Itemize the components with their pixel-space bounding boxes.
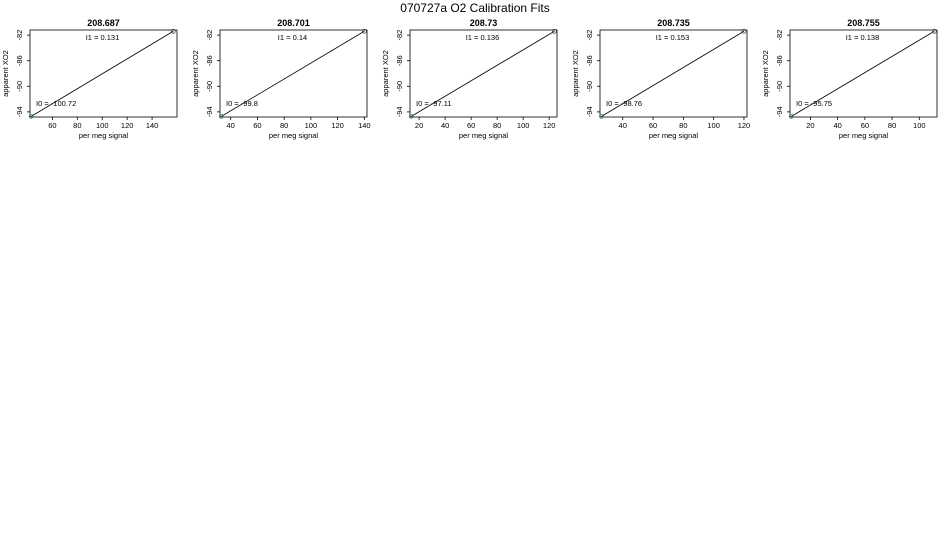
x-axis-label: per meg signal [269,131,319,140]
plot-frame [409,29,558,118]
data-point [408,113,414,119]
x-tick-label: 40 [833,121,841,130]
y-tick-label: -82 [15,30,24,41]
x-tick-label: 60 [649,121,657,130]
y-tick-label: -86 [395,55,404,66]
chart-panel-1: 208.687 60 80 100 120 140 -82 -86 -90 -94 per meg … [1,18,178,140]
x-tick-label: 40 [441,121,449,130]
x-axis-label: per meg signal [79,131,129,140]
plot-frame [29,29,178,118]
x-tick-label: 20 [806,121,814,130]
data-point [361,28,367,34]
slope-annotation: I1 = 0.131 [86,33,120,42]
data-point [170,28,176,34]
data-point [931,28,937,34]
slope-annotation: I1 = 0.138 [846,33,880,42]
data-point [28,113,34,119]
x-tick-label: 40 [227,121,235,130]
page-title: 070727a O2 Calibration Fits [400,1,550,15]
y-axis-label: apparent XO2 [1,50,10,97]
y-tick-label: -94 [205,106,214,117]
x-tick-label: 100 [96,121,109,130]
y-tick-label: -86 [585,55,594,66]
chart-title: 208.73 [470,18,498,28]
y-axis-label: apparent XO2 [381,50,390,97]
intercept-annotation: I0 = -95.75 [796,99,832,108]
x-tick-label: 120 [331,121,344,130]
y-tick-label: -86 [775,55,784,66]
y-tick-label: -82 [205,30,214,41]
x-tick-label: 100 [517,121,530,130]
data-point [599,113,604,119]
x-tick-label: 100 [707,121,720,130]
data-point [741,28,747,34]
y-tick-label: -82 [585,30,594,41]
x-tick-label: 60 [467,121,475,130]
chart-title: 208.687 [87,18,120,28]
x-tick-label: 80 [888,121,896,130]
y-tick-label: -82 [775,30,784,41]
y-tick-label: -82 [395,30,404,41]
x-tick-label: 80 [493,121,501,130]
x-tick-label: 100 [913,121,926,130]
fit-line [411,30,555,117]
x-tick-label: 120 [738,121,751,130]
y-axis-label: apparent XO2 [761,50,770,97]
chart-panel-3: 208.73 20 40 60 80 100 120 -82 -86 -90 -94 per meg … [381,18,558,140]
chart-title: 208.701 [277,18,310,28]
x-tick-label: 100 [305,121,318,130]
intercept-annotation: I0 = -97.11 [416,99,452,108]
x-axis-label: per meg signal [649,131,699,140]
chart-panel-2: 208.701 40 60 80 100 120 140 -82 -86 -90 -94 per me… [191,18,371,140]
slope-annotation: I1 = 0.153 [656,33,690,42]
data-point [551,28,557,34]
slope-annotation: I1 = 0.14 [278,33,307,42]
y-tick-label: -94 [775,106,784,117]
chart-title: 208.755 [847,18,880,28]
x-tick-label: 140 [358,121,371,130]
intercept-annotation: I0 = -100.72 [36,99,76,108]
fit-line [791,30,935,117]
intercept-annotation: I0 = -99.8 [226,99,258,108]
intercept-annotation: I0 = -98.76 [606,99,642,108]
x-axis-label: per meg signal [839,131,889,140]
x-tick-label: 80 [679,121,687,130]
y-tick-label: -90 [205,81,214,92]
y-tick-label: -94 [395,106,404,117]
calibration-charts: 208.687 60 80 100 120 140 -82 -86 -90 -94 per meg … [1,18,938,140]
x-tick-label: 20 [415,121,423,130]
x-tick-label: 140 [146,121,159,130]
x-tick-label: 60 [48,121,56,130]
x-tick-label: 120 [543,121,556,130]
y-tick-label: -86 [15,55,24,66]
x-tick-label: 80 [73,121,81,130]
x-tick-label: 120 [121,121,134,130]
plot-frame [599,29,748,118]
data-point [788,113,794,119]
x-tick-label: 80 [280,121,288,130]
chart-title: 208.735 [657,18,690,28]
chart-panel-4: 208.735 40 60 80 100 120 -82 -86 -90 -94 per meg s… [571,18,750,140]
y-tick-label: -94 [585,106,594,117]
x-axis-label: per meg signal [459,131,509,140]
y-tick-label: -90 [395,81,404,92]
y-tick-label: -90 [585,81,594,92]
y-tick-label: -90 [15,81,24,92]
fit-line [601,30,745,117]
y-axis-label: apparent XO2 [571,50,580,97]
fit-line [221,30,365,117]
x-tick-label: 60 [253,121,261,130]
y-tick-label: -86 [205,55,214,66]
slope-annotation: I1 = 0.136 [466,33,500,42]
y-axis-label: apparent XO2 [191,50,200,97]
x-tick-label: 60 [861,121,869,130]
fit-line [31,30,174,117]
y-tick-label: -94 [15,106,24,117]
x-tick-label: 40 [619,121,627,130]
plot-frame [789,29,938,118]
y-tick-label: -90 [775,81,784,92]
data-point [218,113,224,119]
chart-panel-5: 208.755 20 40 60 80 100 -82 -86 -90 -94 per meg si… [761,18,938,140]
plot-frame [219,29,368,118]
